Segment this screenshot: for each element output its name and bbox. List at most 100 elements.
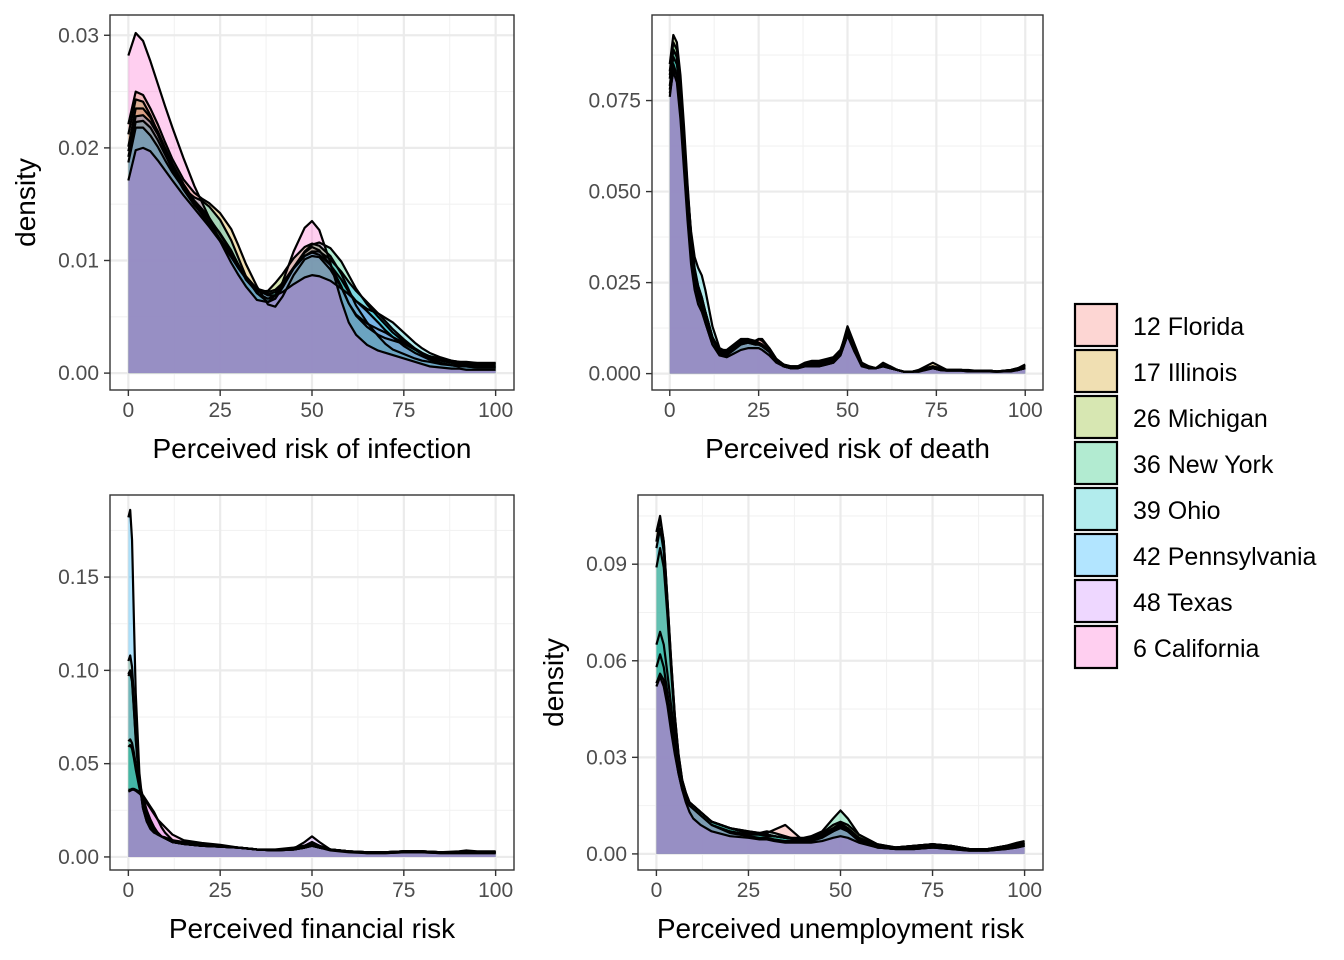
y-tick-label: 0.01 xyxy=(58,249,99,272)
legend-key-swatch xyxy=(1073,624,1119,670)
density-area-26-michigan xyxy=(128,739,496,857)
x-tick-label: 100 xyxy=(1007,879,1042,902)
legend-key-background xyxy=(1075,580,1117,622)
legend-key-background xyxy=(1075,350,1117,392)
y-tick-label: 0.00 xyxy=(586,843,627,866)
y-tick-label: 0.00 xyxy=(58,362,99,385)
legend-key-background xyxy=(1075,304,1117,346)
legend-keys: 12 Florida 17 Illinois 26 Michigan 36 New Y… xyxy=(1073,302,1317,670)
y-axis-title: density xyxy=(10,158,41,247)
density-line-6-california xyxy=(127,788,496,854)
legend-item: 42 Pennsylvania xyxy=(1073,532,1317,578)
x-tick-label: 0 xyxy=(123,879,135,902)
legend-key-swatch xyxy=(1073,440,1119,486)
density-area-36-new-york xyxy=(656,631,1025,854)
legend-key-swatch xyxy=(1073,532,1119,578)
density-area-36-new-york xyxy=(669,42,1026,374)
legend-item: 17 Illinois xyxy=(1073,348,1237,394)
density-areas xyxy=(655,514,1025,854)
density-areas xyxy=(668,33,1026,374)
density-area-6-california xyxy=(669,71,1026,374)
legend-label: 6 California xyxy=(1133,635,1260,663)
legend-label: 48 Texas xyxy=(1133,589,1233,617)
legend-item: 12 Florida xyxy=(1073,302,1244,348)
legend-item: 26 Michigan xyxy=(1073,394,1268,440)
density-area-39-ohio xyxy=(656,528,1025,854)
x-tick-label: 75 xyxy=(392,399,415,422)
density-area-26-michigan xyxy=(669,35,1026,374)
density-line-42-pennsylvania xyxy=(127,114,496,366)
legend-key-swatch xyxy=(1073,578,1119,624)
y-tick-label: 0.025 xyxy=(588,272,641,295)
panels: 0 25 50 75 100 0.00 0.01 0.02 0.03 Perceived risk… xyxy=(10,14,1044,944)
legend-label: 39 Ohio xyxy=(1133,497,1221,525)
legend-label: 26 Michigan xyxy=(1133,405,1268,433)
legend-key-background xyxy=(1075,488,1117,530)
x-tick-label: 50 xyxy=(300,399,323,422)
density-area-42-pennsylvania xyxy=(669,49,1026,374)
density-area-26-michigan xyxy=(656,548,1025,854)
x-tick-label: 75 xyxy=(921,879,944,902)
x-tick-label: 25 xyxy=(209,399,232,422)
panel-2: 0 25 50 75 100 0.000 0.025 0.050 0.075 Perceived … xyxy=(588,14,1044,464)
density-area-12-florida xyxy=(669,64,1026,374)
density-areas xyxy=(127,508,496,857)
x-tick-label: 25 xyxy=(737,879,760,902)
density-area-39-ohio xyxy=(669,56,1026,374)
density-area-6-california xyxy=(656,673,1025,854)
density-area-6-california xyxy=(128,789,496,857)
density-area-39-ohio xyxy=(128,127,496,374)
legend-label: 42 Pennsylvania xyxy=(1133,543,1317,571)
x-tick-label: 0 xyxy=(664,399,676,422)
density-line-6-california xyxy=(668,70,1026,373)
legend-key-swatch xyxy=(1073,394,1119,440)
y-axis-title: density xyxy=(538,638,569,727)
x-tick-label: 75 xyxy=(392,879,415,902)
density-area-48-texas xyxy=(669,67,1026,374)
panel-1: 0 25 50 75 100 0.00 0.01 0.02 0.03 Perceived risk… xyxy=(10,14,515,464)
y-tick-label: 0.050 xyxy=(588,181,641,204)
density-area-48-texas xyxy=(128,147,496,374)
density-line-42-pennsylvania xyxy=(655,518,1025,851)
x-tick-label: 25 xyxy=(747,399,770,422)
x-tick-label: 25 xyxy=(209,879,232,902)
x-axis-title: Perceived unemployment risk xyxy=(657,913,1025,944)
y-tick-label: 0.075 xyxy=(588,90,641,113)
legend-key-background xyxy=(1075,534,1117,576)
legend-key-swatch xyxy=(1073,302,1119,348)
density-area-6-california xyxy=(128,33,496,374)
density-line-6-california xyxy=(127,31,496,371)
x-tick-label: 100 xyxy=(478,879,513,902)
x-axis-title: Perceived risk of infection xyxy=(152,433,471,464)
y-tick-label: 0.03 xyxy=(586,746,627,769)
x-axis-title: Perceived financial risk xyxy=(169,913,456,944)
x-axis-title: Perceived risk of death xyxy=(705,433,990,464)
y-tick-label: 0.05 xyxy=(58,753,99,776)
x-tick-label: 100 xyxy=(478,399,513,422)
y-tick-label: 0.06 xyxy=(586,650,627,673)
legend-label: 36 New York xyxy=(1133,451,1274,479)
legend-key-background xyxy=(1075,442,1117,484)
density-area-12-florida xyxy=(128,108,496,374)
x-tick-label: 100 xyxy=(1008,399,1043,422)
density-area-42-pennsylvania xyxy=(656,519,1025,854)
legend-item: 48 Texas xyxy=(1073,578,1233,624)
panel-3: 0 25 50 75 100 0.00 0.05 0.10 0.15 Perceived fina… xyxy=(58,494,515,944)
legend-key-background xyxy=(1075,396,1117,438)
legend-label: 12 Florida xyxy=(1133,313,1244,341)
density-line-48-texas xyxy=(127,146,496,369)
y-tick-label: 0.000 xyxy=(588,363,641,386)
y-tick-label: 0.10 xyxy=(58,659,99,682)
density-area-36-new-york xyxy=(128,745,496,857)
x-tick-label: 50 xyxy=(300,879,323,902)
density-areas xyxy=(127,31,496,374)
legend-item: 6 California xyxy=(1073,624,1260,670)
density-area-26-michigan xyxy=(128,99,496,374)
x-tick-label: 0 xyxy=(123,399,135,422)
y-tick-label: 0.02 xyxy=(58,137,99,160)
legend-key-swatch xyxy=(1073,486,1119,532)
density-area-48-texas xyxy=(656,676,1025,854)
density-area-17-illinois xyxy=(669,49,1026,374)
y-tick-label: 0.15 xyxy=(58,566,99,589)
